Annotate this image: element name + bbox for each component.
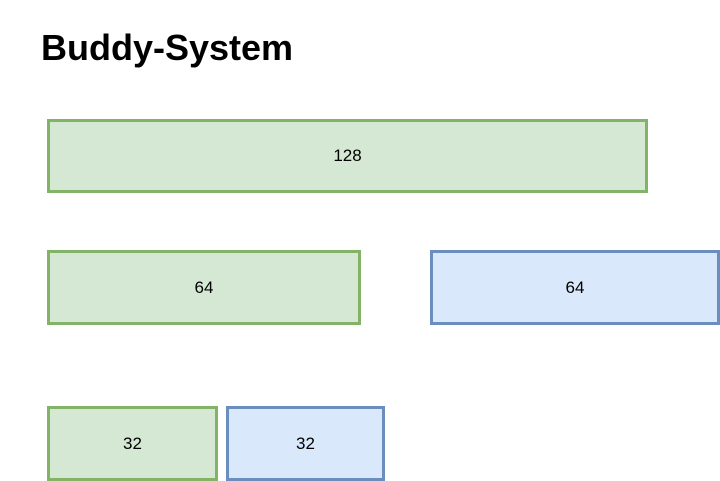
block-size-label: 64 <box>194 277 214 297</box>
memory-block-64-left: 64 <box>47 250 361 325</box>
memory-block-32-right: 32 <box>226 406 385 481</box>
memory-block-128: 128 <box>47 119 648 193</box>
block-size-label: 128 <box>333 146 362 165</box>
page-title: Buddy-System <box>41 27 294 68</box>
memory-block-32-left: 32 <box>47 406 218 481</box>
block-size-label: 32 <box>123 433 142 453</box>
memory-block-64-right: 64 <box>430 250 720 325</box>
block-size-label: 64 <box>565 277 585 297</box>
block-size-label: 32 <box>296 433 315 453</box>
